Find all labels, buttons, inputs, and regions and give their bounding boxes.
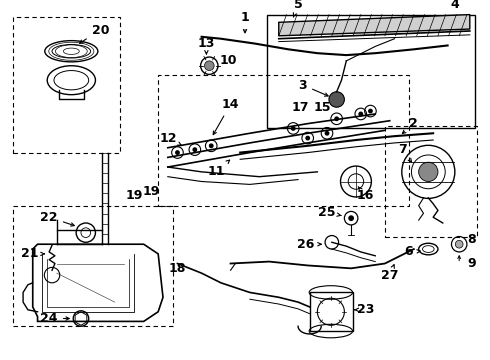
- Text: 12: 12: [159, 132, 182, 145]
- Bar: [310, 292, 353, 331]
- Circle shape: [455, 240, 463, 248]
- Bar: [267, 15, 475, 129]
- Text: 8: 8: [467, 233, 476, 246]
- Text: 27: 27: [381, 265, 398, 282]
- Text: 15: 15: [314, 101, 331, 114]
- Circle shape: [175, 150, 180, 155]
- Circle shape: [193, 147, 197, 152]
- Circle shape: [329, 92, 344, 107]
- Text: 26: 26: [297, 238, 321, 251]
- Text: 4: 4: [450, 0, 459, 12]
- Text: 1: 1: [241, 11, 249, 33]
- Bar: [13, 206, 172, 326]
- Text: 7: 7: [398, 143, 412, 162]
- Text: 25: 25: [318, 206, 342, 219]
- Circle shape: [348, 215, 354, 221]
- Text: 22: 22: [40, 211, 74, 226]
- Circle shape: [324, 131, 329, 136]
- Text: 6: 6: [405, 246, 420, 258]
- Bar: [158, 75, 409, 206]
- Text: 5: 5: [294, 0, 302, 17]
- Circle shape: [209, 143, 214, 148]
- Polygon shape: [279, 15, 470, 36]
- Text: 18: 18: [169, 262, 186, 275]
- Text: 23: 23: [354, 303, 374, 316]
- Text: 14: 14: [213, 98, 239, 135]
- Text: 19: 19: [143, 185, 160, 198]
- Text: 10: 10: [220, 54, 237, 67]
- Text: 24: 24: [40, 312, 69, 325]
- Bar: [13, 18, 120, 153]
- Text: 9: 9: [467, 257, 476, 270]
- Text: 16: 16: [357, 187, 374, 202]
- Text: 21: 21: [21, 247, 45, 260]
- Circle shape: [204, 61, 214, 71]
- Circle shape: [291, 126, 295, 131]
- Text: 3: 3: [298, 78, 328, 96]
- Circle shape: [418, 162, 438, 181]
- Text: 17: 17: [291, 101, 309, 114]
- Text: 13: 13: [198, 37, 215, 54]
- Circle shape: [334, 116, 339, 121]
- Circle shape: [358, 112, 363, 116]
- Circle shape: [305, 136, 310, 140]
- Text: 20: 20: [79, 23, 109, 43]
- Text: 19: 19: [125, 189, 143, 202]
- Circle shape: [368, 109, 373, 113]
- Bar: [385, 126, 477, 237]
- Text: 2: 2: [402, 117, 418, 134]
- Text: 11: 11: [207, 160, 230, 178]
